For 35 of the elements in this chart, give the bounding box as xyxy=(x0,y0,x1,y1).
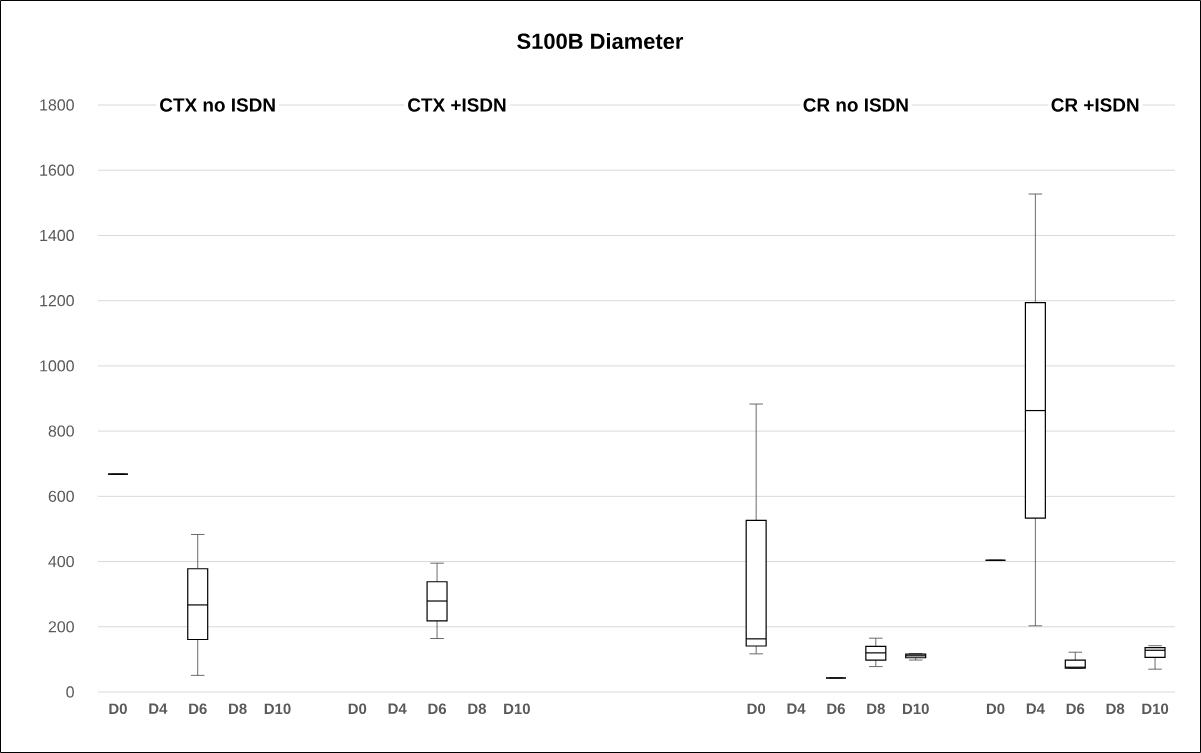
x-tick-label: D6 xyxy=(428,703,447,715)
y-tick-label: 0 xyxy=(66,686,74,698)
y-tick-label: 1200 xyxy=(40,295,74,307)
x-tick-label: D4 xyxy=(1026,703,1045,714)
x-tick-label: D0 xyxy=(986,703,1005,715)
x-tick-label: D6 xyxy=(827,703,845,715)
x-tick-label: D4 xyxy=(388,703,407,714)
x-tick-label: D8 xyxy=(867,703,885,715)
y-tick-label: 1800 xyxy=(40,99,74,111)
x-tick-label: D6 xyxy=(1066,703,1085,715)
x-tick-label: D4 xyxy=(149,703,168,714)
annotation: CR no ISDN xyxy=(803,98,908,112)
x-tick-label: D8 xyxy=(468,703,487,715)
y-tick-label: 200 xyxy=(48,621,74,633)
y-tick-label: 1400 xyxy=(40,229,74,242)
x-tick-label: D4 xyxy=(787,703,806,714)
y-tick-label: 800 xyxy=(48,425,74,437)
x-tick-label: D0 xyxy=(109,703,127,715)
chart-title: S100B Diameter xyxy=(517,32,684,50)
x-tick-label: D8 xyxy=(229,703,247,715)
x-tick-label: D0 xyxy=(348,703,367,715)
annotation: CTX no ISDN xyxy=(160,98,275,112)
annotation: CTX +ISDN xyxy=(408,98,506,112)
y-tick-label: 600 xyxy=(48,490,74,502)
x-tick-label: D6 xyxy=(189,703,207,715)
annotation: CR +ISDN xyxy=(1051,98,1139,112)
y-tick-label: 1000 xyxy=(40,360,74,372)
y-tick-label: 400 xyxy=(48,555,74,568)
x-tick-label: D10 xyxy=(264,703,291,715)
x-tick-label: D10 xyxy=(1142,703,1169,715)
x-tick-label: D0 xyxy=(747,703,766,715)
x-tick-label: D8 xyxy=(1106,703,1125,715)
y-tick-label: 1600 xyxy=(40,164,74,176)
x-tick-label: D10 xyxy=(504,703,530,715)
x-tick-label: D10 xyxy=(903,703,929,715)
